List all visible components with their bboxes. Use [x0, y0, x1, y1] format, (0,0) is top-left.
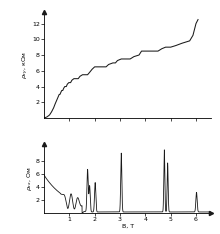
X-axis label: B, Т: B, Т — [121, 223, 134, 228]
Y-axis label: $\rho_{xx}$, Ом: $\rho_{xx}$, Ом — [26, 166, 35, 191]
Y-axis label: $\rho_{xy}$, кОм: $\rho_{xy}$, кОм — [20, 51, 31, 79]
